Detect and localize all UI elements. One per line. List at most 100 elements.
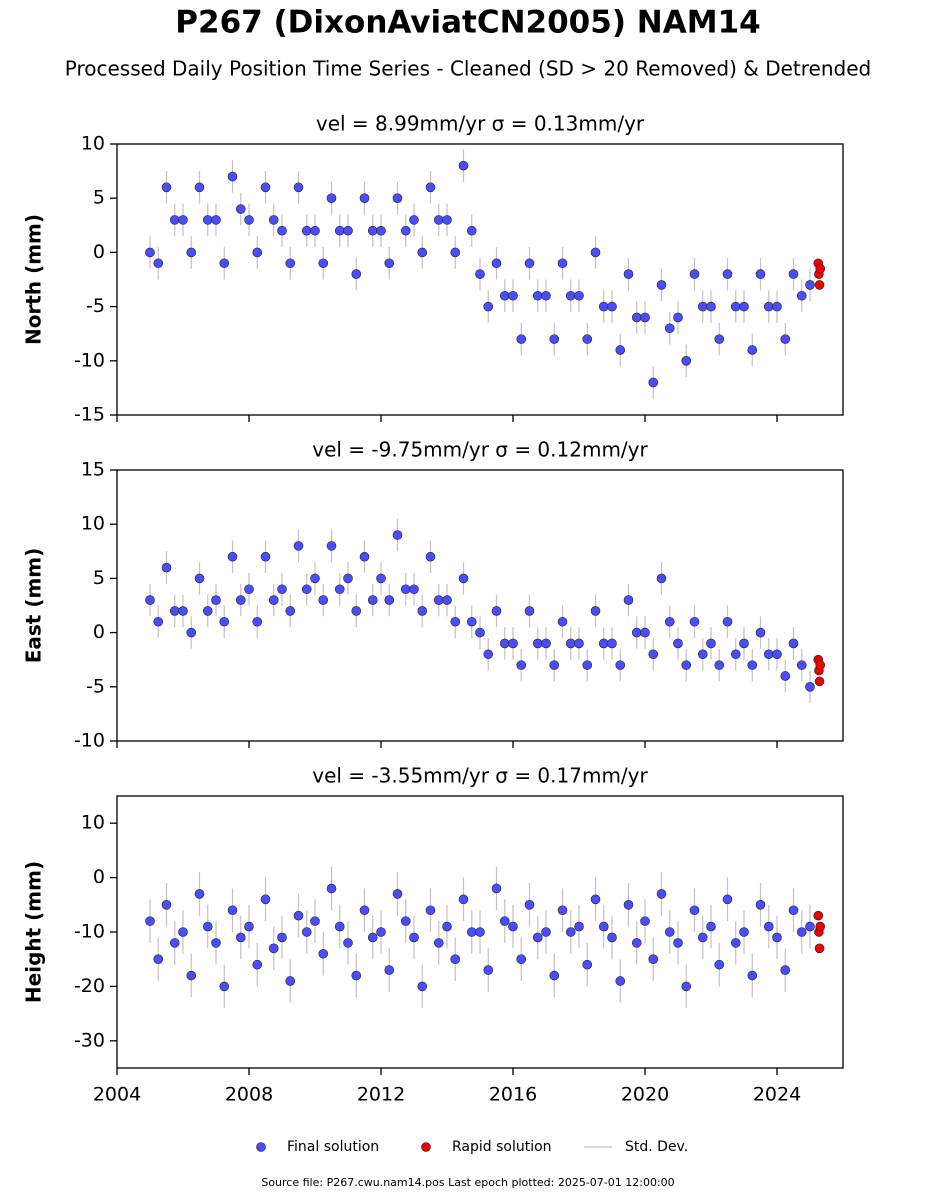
legend-label: Final solution bbox=[287, 1139, 379, 1155]
final-point bbox=[277, 584, 287, 595]
final-point bbox=[458, 160, 469, 171]
plot-area bbox=[145, 866, 826, 1009]
final-point bbox=[293, 541, 304, 551]
final-point bbox=[565, 638, 576, 649]
final-point bbox=[640, 916, 650, 926]
y-tick-label: 0 bbox=[93, 866, 105, 888]
final-point bbox=[293, 182, 304, 193]
final-point bbox=[780, 671, 791, 681]
x-tick-label: 2024 bbox=[753, 1084, 801, 1106]
final-point bbox=[433, 215, 444, 225]
final-point bbox=[648, 377, 659, 388]
final-point bbox=[186, 247, 197, 258]
final-point bbox=[565, 927, 576, 937]
y-axis-label: Height (mm) bbox=[22, 861, 46, 1003]
final-point bbox=[574, 290, 584, 301]
final-point bbox=[689, 905, 700, 916]
final-point bbox=[747, 345, 758, 355]
legend-marker-rapid bbox=[421, 1142, 431, 1152]
rapid-point bbox=[814, 943, 825, 954]
plot-frame bbox=[116, 143, 844, 416]
final-point bbox=[202, 606, 213, 616]
final-point bbox=[697, 932, 708, 943]
final-point bbox=[475, 627, 485, 638]
final-point bbox=[739, 301, 749, 312]
y-tick-label: -10 bbox=[74, 349, 105, 371]
final-point bbox=[681, 660, 692, 670]
legend-label: Std. Dev. bbox=[625, 1139, 688, 1155]
x-tick-label: 2008 bbox=[225, 1084, 273, 1106]
final-point bbox=[656, 280, 667, 290]
final-point bbox=[310, 225, 320, 236]
final-point bbox=[169, 938, 180, 948]
final-point bbox=[219, 981, 230, 992]
final-point bbox=[796, 290, 807, 301]
final-point bbox=[796, 660, 807, 670]
final-point bbox=[252, 959, 263, 970]
final-point bbox=[227, 551, 238, 562]
rapid-point bbox=[815, 921, 826, 932]
y-tick-label: -20 bbox=[74, 975, 105, 997]
final-point bbox=[532, 290, 543, 301]
final-point bbox=[169, 606, 180, 616]
final-point bbox=[161, 562, 172, 573]
y-tick-label: 0 bbox=[93, 241, 105, 263]
final-point bbox=[549, 660, 560, 670]
final-point bbox=[227, 905, 238, 916]
y-tick-label: 15 bbox=[81, 459, 105, 481]
final-point bbox=[244, 921, 254, 932]
final-point bbox=[714, 660, 725, 670]
final-point bbox=[359, 551, 370, 562]
final-point bbox=[433, 595, 444, 605]
final-point bbox=[318, 595, 329, 605]
final-point bbox=[805, 921, 815, 932]
final-point bbox=[334, 584, 345, 595]
final-point bbox=[640, 312, 650, 323]
panel-title: vel = 8.99mm/yr σ = 0.13mm/yr bbox=[316, 112, 645, 136]
final-point bbox=[664, 927, 675, 937]
final-point bbox=[194, 182, 205, 193]
final-point bbox=[565, 290, 576, 301]
final-point bbox=[392, 889, 403, 899]
final-point bbox=[664, 323, 675, 334]
final-point bbox=[285, 606, 296, 616]
final-point bbox=[574, 921, 584, 932]
final-point bbox=[475, 927, 485, 937]
y-tick-label: 5 bbox=[93, 567, 105, 589]
y-axis-label: North (mm) bbox=[22, 214, 46, 345]
final-point bbox=[384, 965, 395, 975]
x-tick-label: 2016 bbox=[489, 1084, 537, 1106]
final-point bbox=[186, 627, 197, 638]
final-point bbox=[343, 225, 353, 236]
final-point bbox=[491, 883, 502, 894]
final-point bbox=[433, 938, 444, 948]
final-point bbox=[582, 959, 593, 970]
y-tick-label: -5 bbox=[86, 675, 105, 697]
final-point bbox=[780, 334, 791, 344]
final-point bbox=[763, 301, 774, 312]
final-point bbox=[194, 889, 205, 899]
final-point bbox=[805, 280, 815, 290]
final-point bbox=[310, 573, 320, 584]
final-point bbox=[557, 616, 568, 627]
final-point bbox=[574, 638, 584, 649]
final-point bbox=[590, 247, 601, 258]
final-point bbox=[153, 616, 164, 627]
final-point bbox=[780, 965, 791, 975]
final-point bbox=[260, 894, 271, 905]
final-point bbox=[590, 894, 601, 905]
final-point bbox=[607, 301, 617, 312]
figure-subtitle: Processed Daily Position Time Series - C… bbox=[65, 57, 871, 81]
final-point bbox=[615, 660, 626, 670]
final-point bbox=[211, 938, 221, 948]
final-point bbox=[714, 334, 725, 344]
final-point bbox=[466, 225, 477, 236]
final-point bbox=[442, 215, 452, 225]
final-point bbox=[681, 355, 692, 366]
final-point bbox=[268, 215, 279, 225]
final-point bbox=[648, 649, 659, 660]
legend-label: Rapid solution bbox=[452, 1139, 552, 1155]
final-point bbox=[392, 193, 403, 203]
final-point bbox=[582, 660, 593, 670]
final-point bbox=[557, 905, 568, 916]
